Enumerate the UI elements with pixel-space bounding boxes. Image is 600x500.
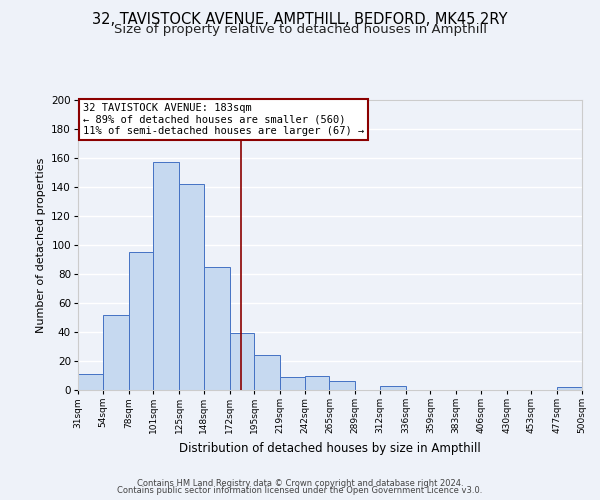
Text: Contains HM Land Registry data © Crown copyright and database right 2024.: Contains HM Land Registry data © Crown c… — [137, 478, 463, 488]
Bar — [230, 334, 254, 390]
Text: Contains public sector information licensed under the Open Government Licence v3: Contains public sector information licen… — [118, 486, 482, 495]
Y-axis label: Number of detached properties: Number of detached properties — [36, 158, 46, 332]
Bar — [128, 252, 153, 390]
Bar — [103, 314, 128, 390]
Bar — [280, 377, 305, 390]
Bar — [179, 184, 204, 390]
Bar — [153, 162, 179, 390]
Text: 32 TAVISTOCK AVENUE: 183sqm
← 89% of detached houses are smaller (560)
11% of se: 32 TAVISTOCK AVENUE: 183sqm ← 89% of det… — [83, 103, 364, 136]
Text: Size of property relative to detached houses in Ampthill: Size of property relative to detached ho… — [113, 22, 487, 36]
Bar — [329, 382, 355, 390]
Bar — [557, 387, 582, 390]
Bar — [380, 386, 406, 390]
Text: 32, TAVISTOCK AVENUE, AMPTHILL, BEDFORD, MK45 2RY: 32, TAVISTOCK AVENUE, AMPTHILL, BEDFORD,… — [92, 12, 508, 28]
Bar — [305, 376, 329, 390]
Bar — [78, 374, 103, 390]
Bar — [254, 355, 280, 390]
Bar — [204, 267, 230, 390]
X-axis label: Distribution of detached houses by size in Ampthill: Distribution of detached houses by size … — [179, 442, 481, 454]
